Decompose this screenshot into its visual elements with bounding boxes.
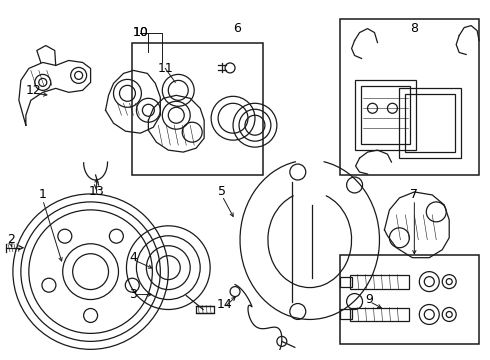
Text: 9: 9 xyxy=(366,293,373,306)
Bar xyxy=(399,88,461,158)
Text: 8: 8 xyxy=(410,22,418,35)
Bar xyxy=(340,276,352,287)
Bar xyxy=(349,275,409,289)
Text: 3: 3 xyxy=(129,288,137,301)
Text: 11: 11 xyxy=(157,62,173,75)
Bar xyxy=(349,307,409,321)
Text: 6: 6 xyxy=(233,22,241,35)
Bar xyxy=(340,255,479,345)
Text: 1: 1 xyxy=(39,188,47,202)
Text: 13: 13 xyxy=(89,185,104,198)
Bar xyxy=(340,19,479,175)
Bar xyxy=(361,86,410,144)
Bar xyxy=(132,42,263,175)
Text: 12: 12 xyxy=(26,84,42,97)
Bar xyxy=(340,310,352,319)
Text: 4: 4 xyxy=(129,251,137,264)
Text: 10: 10 xyxy=(132,26,148,39)
Bar xyxy=(196,306,214,314)
Bar xyxy=(355,80,416,150)
Text: 10: 10 xyxy=(132,26,148,39)
Text: 5: 5 xyxy=(218,185,226,198)
Text: 7: 7 xyxy=(410,188,418,202)
Text: 14: 14 xyxy=(216,298,232,311)
Bar xyxy=(405,94,455,152)
Text: 2: 2 xyxy=(7,233,15,246)
